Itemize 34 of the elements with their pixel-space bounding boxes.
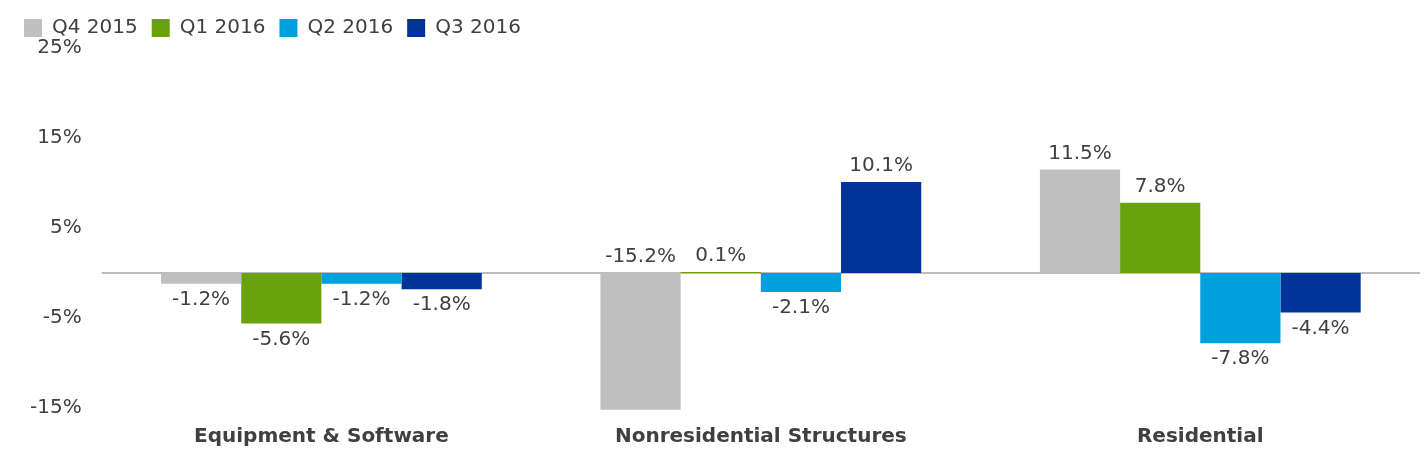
data-label: -1.8% (412, 291, 471, 316)
data-label: -15.2% (605, 243, 676, 268)
data-label: -7.8% (1211, 345, 1270, 370)
bar (1039, 169, 1121, 273)
data-label: 10.1% (849, 152, 913, 177)
bar (841, 182, 922, 273)
bar (1200, 273, 1281, 344)
data-label: -4.4% (1291, 314, 1350, 339)
bar (760, 273, 842, 292)
data-label: -1.2% (172, 286, 231, 310)
legend-label: Q1 2016 (179, 14, 266, 39)
data-label: 0.1% (695, 242, 747, 267)
bar (1280, 273, 1361, 313)
y-tick-label: -15% (30, 394, 82, 419)
data-label: -2.1% (771, 294, 830, 319)
bar (600, 273, 681, 410)
bar (1120, 202, 1201, 273)
bar (321, 273, 402, 284)
x-tick-label: Nonresidential Structures (614, 423, 907, 448)
y-tick-label: -5% (42, 304, 82, 329)
legend-label: Q3 2016 (435, 14, 521, 39)
legend-label: Q4 2015 (52, 14, 138, 39)
y-tick-label: 15% (37, 124, 82, 149)
x-tick-label: Residential (1136, 423, 1264, 448)
bar (161, 273, 242, 284)
bar (241, 273, 322, 324)
data-label: 7.8% (1134, 173, 1186, 197)
data-label: 11.5% (1048, 139, 1112, 164)
data-label: -5.6% (252, 325, 311, 350)
legend-label: Q2 2016 (307, 14, 394, 39)
x-tick-label: Equipment & Software (194, 423, 449, 448)
data-label: -1.2% (332, 286, 391, 310)
bar (401, 273, 482, 290)
y-tick-label: 5% (49, 214, 82, 239)
